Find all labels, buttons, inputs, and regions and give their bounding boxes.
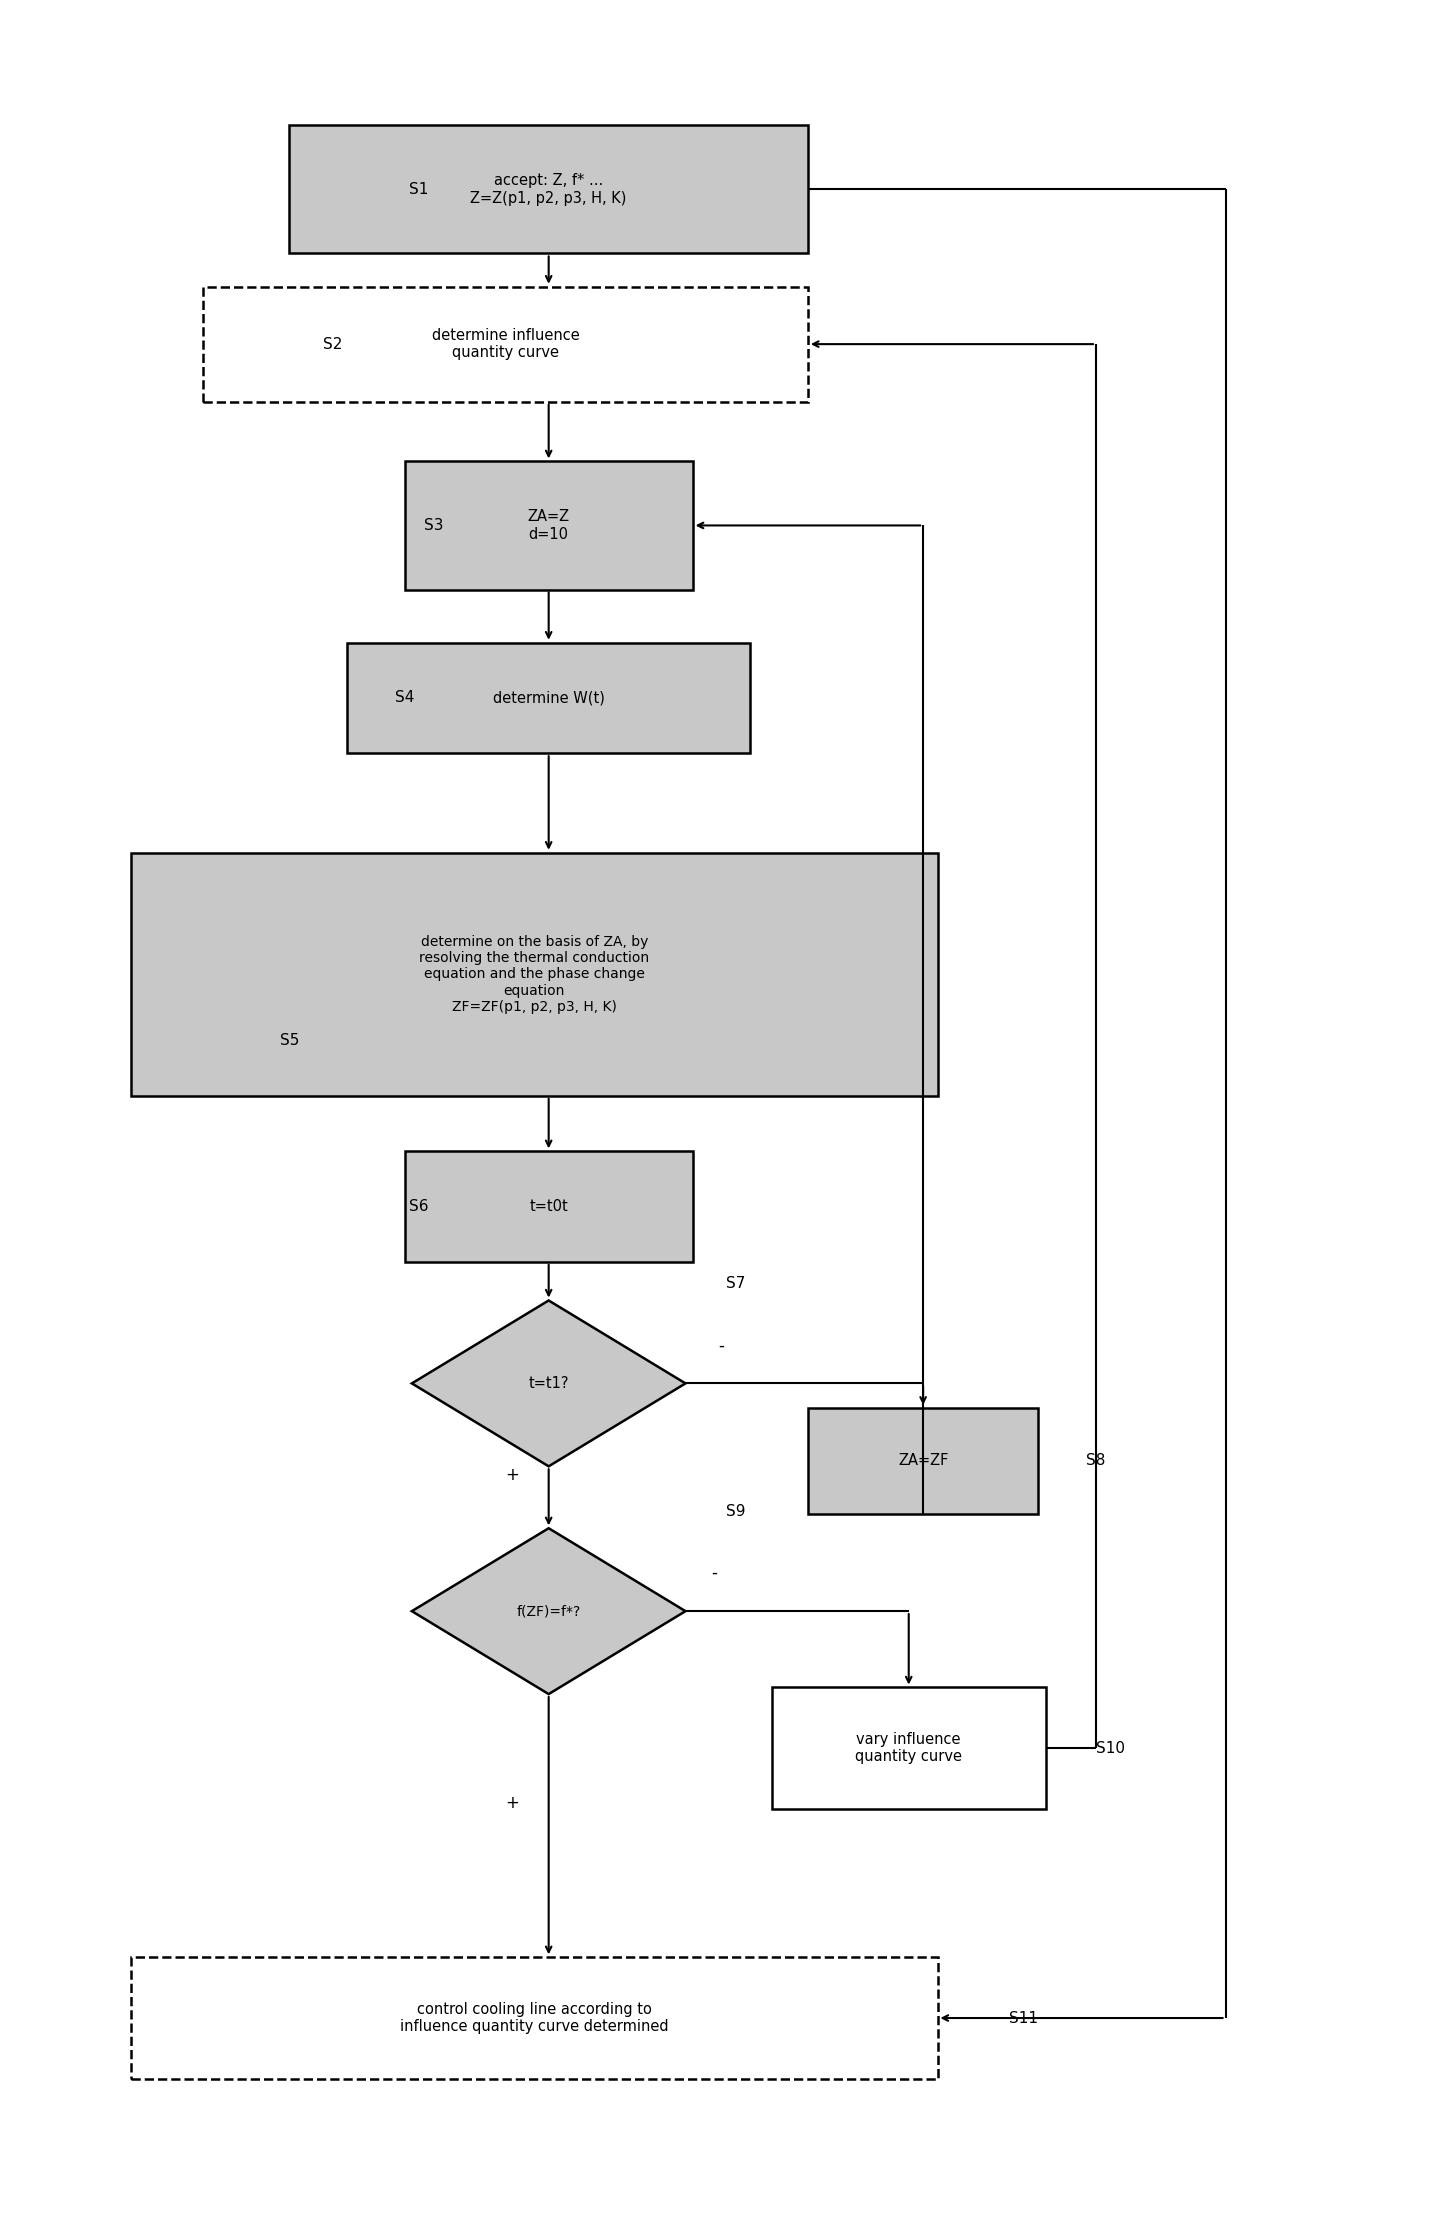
FancyBboxPatch shape xyxy=(404,461,693,589)
Text: S7: S7 xyxy=(726,1277,746,1291)
Polygon shape xyxy=(411,1528,685,1694)
FancyBboxPatch shape xyxy=(290,126,808,252)
FancyBboxPatch shape xyxy=(348,642,750,753)
Text: S6: S6 xyxy=(410,1200,429,1213)
Text: S8: S8 xyxy=(1087,1452,1105,1468)
Text: -: - xyxy=(719,1337,724,1355)
Polygon shape xyxy=(411,1300,685,1466)
FancyBboxPatch shape xyxy=(808,1408,1039,1514)
Text: S1: S1 xyxy=(410,182,429,197)
FancyBboxPatch shape xyxy=(404,1151,693,1262)
Text: ZA=Z
d=10: ZA=Z d=10 xyxy=(528,509,570,542)
FancyBboxPatch shape xyxy=(131,1957,938,2079)
Text: -: - xyxy=(711,1563,717,1583)
Text: S5: S5 xyxy=(280,1034,299,1047)
Text: t=t1?: t=t1? xyxy=(528,1375,569,1390)
Text: +: + xyxy=(505,1793,519,1811)
Text: S3: S3 xyxy=(424,518,443,534)
Text: t=t0t: t=t0t xyxy=(530,1200,569,1213)
FancyBboxPatch shape xyxy=(203,286,808,401)
Text: S2: S2 xyxy=(323,337,342,352)
Text: S11: S11 xyxy=(1010,2010,1039,2026)
FancyBboxPatch shape xyxy=(131,852,938,1096)
Text: f(ZF)=f*?: f(ZF)=f*? xyxy=(517,1605,580,1618)
Text: +: + xyxy=(505,1466,519,1483)
Text: S10: S10 xyxy=(1095,1740,1126,1756)
Text: determine on the basis of ZA, by
resolving the thermal conduction
equation and t: determine on the basis of ZA, by resolvi… xyxy=(420,934,649,1014)
Text: accept: Z, f* ...
Z=Z(p1, p2, p3, H, K): accept: Z, f* ... Z=Z(p1, p2, p3, H, K) xyxy=(470,173,626,206)
Text: determine W(t): determine W(t) xyxy=(492,691,605,706)
Text: vary influence
quantity curve: vary influence quantity curve xyxy=(856,1731,962,1765)
Text: ZA=ZF: ZA=ZF xyxy=(898,1452,948,1468)
Text: control cooling line according to
influence quantity curve determined: control cooling line according to influe… xyxy=(400,2001,668,2035)
FancyBboxPatch shape xyxy=(772,1687,1046,1809)
Text: S4: S4 xyxy=(395,691,414,706)
Text: determine influence
quantity curve: determine influence quantity curve xyxy=(431,328,579,361)
Text: S9: S9 xyxy=(726,1503,746,1519)
